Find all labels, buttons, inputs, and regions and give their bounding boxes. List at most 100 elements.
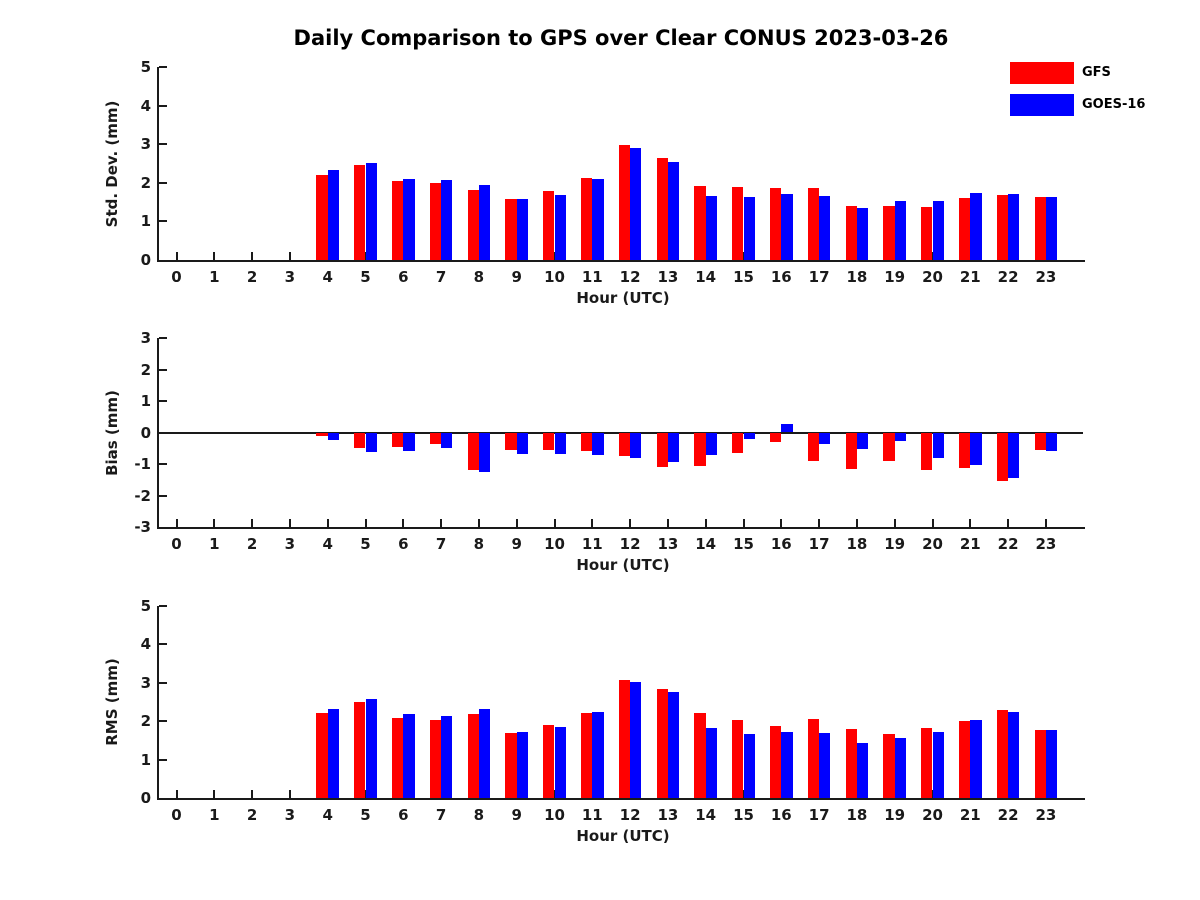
rms-xtick-label: 9 xyxy=(511,806,522,824)
bar-gfs-hour-8 xyxy=(467,189,479,260)
bias-xtick xyxy=(326,519,329,527)
bar-gfs-hour-6 xyxy=(392,717,404,798)
bar-gfs-hour-22 xyxy=(996,710,1009,798)
bar-goes16-hour-12 xyxy=(630,147,642,260)
bar-gfs-hour-6 xyxy=(392,180,404,260)
stddev-xtick-label: 12 xyxy=(619,268,641,286)
rms-ytick-label: 4 xyxy=(140,635,151,654)
bar-gfs-hour-12 xyxy=(618,432,631,457)
rms-ytick xyxy=(159,720,167,723)
stddev-xlabel: Hour (UTC) xyxy=(576,289,670,307)
bar-gfs-hour-14 xyxy=(694,432,706,466)
stddev-xtick-label: 19 xyxy=(884,268,906,286)
bar-gfs-hour-15 xyxy=(732,187,744,260)
rms-ytick-label: 0 xyxy=(140,789,151,807)
bias-xtick-label: 22 xyxy=(997,535,1019,553)
rms-ytick xyxy=(159,643,167,646)
bar-goes16-hour-6 xyxy=(403,178,415,260)
bias-xtick-label: 6 xyxy=(398,535,409,553)
stddev-xtick-label: 15 xyxy=(733,268,754,286)
bar-gfs-hour-21 xyxy=(959,720,971,798)
bar-goes16-hour-17 xyxy=(819,732,831,798)
bias-xtick xyxy=(440,519,443,527)
bias-xtick-label: 16 xyxy=(770,535,792,553)
bias-xtick xyxy=(175,519,178,527)
bar-goes16-hour-8 xyxy=(478,432,491,473)
bar-goes16-hour-11 xyxy=(592,432,604,455)
bar-gfs-hour-11 xyxy=(581,432,593,451)
bar-goes16-hour-11 xyxy=(592,179,604,260)
stddev-xtick-label: 14 xyxy=(695,268,717,286)
bar-gfs-hour-13 xyxy=(656,688,668,798)
rms-ylabel: RMS (mm) xyxy=(103,658,121,746)
rms-xtick-label: 14 xyxy=(695,806,717,824)
bar-gfs-hour-11 xyxy=(581,177,593,260)
legend-swatch-goes16 xyxy=(1010,94,1074,116)
stddev-xtick xyxy=(175,252,178,260)
bias-xlabel: Hour (UTC) xyxy=(576,556,670,574)
stddev-xtick xyxy=(288,252,291,260)
bar-goes16-hour-12 xyxy=(630,432,642,458)
legend-item-gfs: GFS xyxy=(1010,62,1190,84)
bias-xtick xyxy=(213,519,216,527)
bias-xtick xyxy=(364,519,367,527)
bar-goes16-hour-17 xyxy=(819,195,831,260)
bar-goes16-hour-19 xyxy=(894,738,906,798)
bias-xtick-label: 4 xyxy=(322,535,333,553)
bias-xtick-label: 13 xyxy=(657,535,679,553)
figure-title: Daily Comparison to GPS over Clear CONUS… xyxy=(293,26,949,50)
rms-ytick xyxy=(159,605,167,607)
bar-gfs-hour-5 xyxy=(354,432,366,448)
rms-xtick-label: 17 xyxy=(808,806,830,824)
bar-goes16-hour-22 xyxy=(1008,193,1020,260)
bar-gfs-hour-21 xyxy=(959,432,971,469)
bar-gfs-hour-6 xyxy=(392,432,404,447)
stddev-ytick-label: 3 xyxy=(140,135,151,154)
bar-goes16-hour-8 xyxy=(478,184,491,260)
bar-gfs-hour-12 xyxy=(618,144,631,260)
bias-ytick-label: 1 xyxy=(140,392,151,410)
bias-xtick xyxy=(477,519,480,527)
legend-label-goes16: GOES-16 xyxy=(1082,97,1146,112)
bar-goes16-hour-10 xyxy=(554,432,566,454)
bar-gfs-hour-10 xyxy=(543,190,555,260)
bar-goes16-hour-18 xyxy=(856,742,869,798)
rms-ytick-label: 3 xyxy=(140,673,151,692)
bar-goes16-hour-18 xyxy=(856,432,869,449)
bar-gfs-hour-23 xyxy=(1034,730,1046,798)
bar-goes16-hour-8 xyxy=(478,708,491,798)
bar-gfs-hour-14 xyxy=(694,185,706,260)
bias-xtick xyxy=(704,519,707,527)
bias-ytick xyxy=(159,337,167,339)
bias-xtick-label: 15 xyxy=(733,535,754,553)
bar-goes16-hour-16 xyxy=(781,194,793,260)
bar-goes16-hour-17 xyxy=(819,432,831,445)
stddev-xtick-label: 21 xyxy=(959,268,981,286)
stddev-xtick-label: 8 xyxy=(473,268,485,286)
stddev-ytick xyxy=(159,143,167,146)
bias-xtick-label: 23 xyxy=(1035,535,1057,553)
bias-xtick xyxy=(666,519,669,527)
bar-gfs-hour-4 xyxy=(316,432,328,436)
bias-xtick xyxy=(1007,519,1010,527)
bar-gfs-hour-12 xyxy=(618,680,631,798)
bar-goes16-hour-15 xyxy=(743,432,755,439)
rms-ytick-label: 5 xyxy=(140,597,151,615)
bias-xtick-label: 17 xyxy=(808,535,830,553)
bias-xtick xyxy=(893,519,896,527)
stddev-xtick-label: 18 xyxy=(846,268,868,286)
stddev-xtick-label: 11 xyxy=(581,268,603,286)
stddev-xtick-label: 0 xyxy=(171,268,182,286)
bar-gfs-hour-9 xyxy=(505,199,517,260)
bar-gfs-hour-16 xyxy=(770,432,782,442)
rms-xtick-label: 7 xyxy=(435,806,447,824)
rms-xtick-label: 3 xyxy=(284,806,296,824)
rms-xtick xyxy=(213,790,216,798)
bias-xtick-label: 9 xyxy=(511,535,522,553)
rms-xtick-label: 4 xyxy=(322,806,333,824)
rms-ytick xyxy=(159,758,167,761)
bar-gfs-hour-20 xyxy=(921,432,933,470)
bar-goes16-hour-6 xyxy=(403,713,415,798)
bias-plot-area: Bias (mm) Hour (UTC) -3 -2 -1 0 1 2 3 0 1 2 3 4 5 6 7 8… xyxy=(103,329,1085,574)
bias-ytick-label: -2 xyxy=(134,486,151,505)
